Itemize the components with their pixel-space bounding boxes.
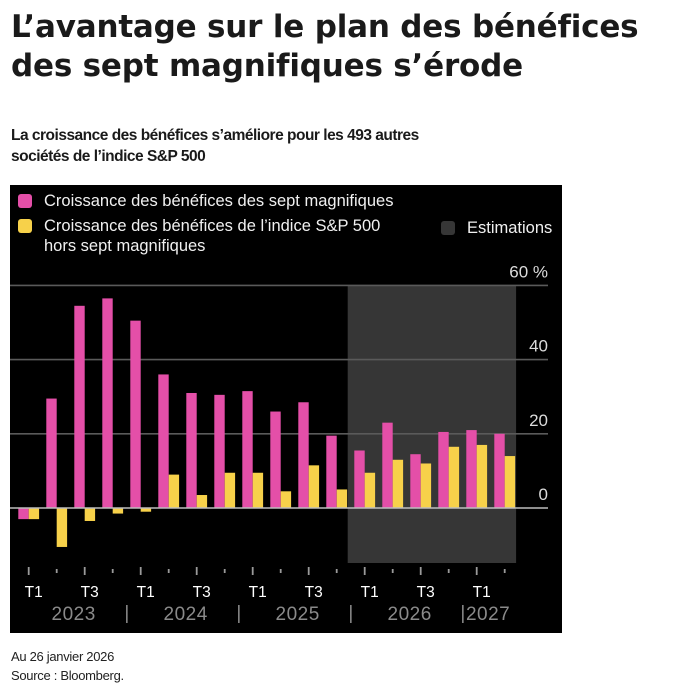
bar-mag7-12: Croissance des bénéfices des sept magnif… xyxy=(326,435,337,508)
bar-mag7-15: Croissance des bénéfices des sept magnif… xyxy=(410,454,421,508)
chart-panel: Croissance des bénéfices des sept magnif… xyxy=(10,185,562,633)
legend-item-sp493: Croissance des bénéfices de l’indice S&P… xyxy=(18,216,380,256)
bar-sp493-13: Croissance des bénéfices de l’indice S&P… xyxy=(364,472,376,508)
legend-swatch-pink xyxy=(18,194,32,208)
bar-mag7-2: Croissance des bénéfices des sept magnif… xyxy=(46,398,57,508)
bar-sp493-8: Croissance des bénéfices de l’indice S&P… xyxy=(224,472,236,508)
x-quarter-label-11: T3 xyxy=(305,584,323,601)
bar-mag7-5: Croissance des bénéfices des sept magnif… xyxy=(130,320,141,508)
bar-sp493-10: Croissance des bénéfices de l’indice S&P… xyxy=(280,491,292,508)
x-year-label-2027: 2027 xyxy=(466,604,510,625)
bar-sp493-4: Croissance des bénéfices de l’indice S&P… xyxy=(112,508,124,514)
x-year-label-2026: 2026 xyxy=(388,604,432,625)
bar-mag7-16: Croissance des bénéfices des sept magnif… xyxy=(438,431,449,508)
bar-mag7-10: Croissance des bénéfices des sept magnif… xyxy=(270,411,281,508)
title-line-1: L’avantage sur le plan des bénéfices xyxy=(11,9,639,45)
bar-sp493-5: Croissance des bénéfices de l’indice S&P… xyxy=(140,508,152,512)
bar-mag7-14: Croissance des bénéfices des sept magnif… xyxy=(382,422,393,508)
bar-mag7-1: Croissance des bénéfices des sept magnif… xyxy=(18,508,29,520)
subtitle-line-2: sociétés de l’indice S&P 500 xyxy=(11,148,206,165)
x-quarter-label-13: T1 xyxy=(361,584,379,601)
bar-sp493-9: Croissance des bénéfices de l’indice S&P… xyxy=(252,472,264,508)
bar-sp493-11: Croissance des bénéfices de l’indice S&P… xyxy=(308,465,320,508)
y-tick-label-60: 60 % xyxy=(509,262,548,281)
footer-date: Au 26 janvier 2026 xyxy=(11,649,115,664)
footer-source: Source : Bloomberg. xyxy=(11,668,124,683)
bar-mag7-6: Croissance des bénéfices des sept magnif… xyxy=(158,374,169,508)
legend-item-estimates: Estimations xyxy=(441,218,552,238)
bar-sp493-3: Croissance des bénéfices de l’indice S&P… xyxy=(84,508,96,521)
x-quarter-label-15: T3 xyxy=(417,584,435,601)
bar-sp493-7: Croissance des bénéfices de l’indice S&P… xyxy=(196,495,208,508)
bar-mag7-17: Croissance des bénéfices des sept magnif… xyxy=(466,430,477,508)
bar-sp493-17: Croissance des bénéfices de l’indice S&P… xyxy=(476,444,488,508)
legend-item-mag7: Croissance des bénéfices des sept magnif… xyxy=(18,191,393,211)
bar-mag7-18: Croissance des bénéfices des sept magnif… xyxy=(494,433,505,508)
x-year-separator-2: | xyxy=(236,603,241,624)
y-tick-label-20: 20 xyxy=(529,411,548,430)
bar-mag7-7: Croissance des bénéfices des sept magnif… xyxy=(186,392,197,508)
x-quarter-label-1: T1 xyxy=(25,584,43,601)
legend-label-mag7: Croissance des bénéfices des sept magnif… xyxy=(44,192,394,210)
x-quarter-label-7: T3 xyxy=(193,584,211,601)
chart-title: L’avantage sur le plan des bénéfices des… xyxy=(11,8,680,86)
bar-mag7-4: Croissance des bénéfices des sept magnif… xyxy=(102,298,113,508)
subtitle-line-1: La croissance des bénéfices s’améliore p… xyxy=(11,127,419,144)
y-tick-label-0: 0 xyxy=(539,485,548,504)
bar-mag7-8: Croissance des bénéfices des sept magnif… xyxy=(214,394,225,508)
bar-mag7-9: Croissance des bénéfices des sept magnif… xyxy=(242,391,253,508)
estimates-shaded-region xyxy=(347,285,517,563)
legend-swatch-grey xyxy=(441,221,455,235)
bar-sp493-6: Croissance des bénéfices de l’indice S&P… xyxy=(168,474,180,508)
x-quarter-label-9: T1 xyxy=(249,584,267,601)
bar-mag7-11: Croissance des bénéfices des sept magnif… xyxy=(298,402,309,508)
legend-label-estimates: Estimations xyxy=(467,219,553,237)
bar-sp493-15: Croissance des bénéfices de l’indice S&P… xyxy=(420,463,432,508)
title-line-2: des sept magnifiques s’érode xyxy=(11,48,523,84)
x-year-separator-4: | xyxy=(460,603,465,624)
legend-label-sp493: Croissance des bénéfices de l’indice S&P… xyxy=(44,216,380,256)
x-quarter-label-5: T1 xyxy=(137,584,155,601)
x-quarter-label-17: T1 xyxy=(473,584,491,601)
chart-subtitle: La croissance des bénéfices s’améliore p… xyxy=(11,125,531,167)
x-quarter-label-3: T3 xyxy=(81,584,99,601)
x-year-label-2025: 2025 xyxy=(276,604,320,625)
bar-sp493-18: Croissance des bénéfices de l’indice S&P… xyxy=(504,456,516,508)
x-year-separator-3: | xyxy=(348,603,353,624)
bar-sp493-14: Croissance des bénéfices de l’indice S&P… xyxy=(392,459,404,508)
bar-mag7-3: Croissance des bénéfices des sept magnif… xyxy=(74,305,85,508)
x-year-label-2024: 2024 xyxy=(164,604,208,625)
legend-label-sp493-line-2: hors sept magnifiques xyxy=(44,237,206,255)
bar-sp493-1: Croissance des bénéfices de l’indice S&P… xyxy=(28,508,40,520)
bar-sp493-16: Croissance des bénéfices de l’indice S&P… xyxy=(448,446,460,508)
x-year-label-2023: 2023 xyxy=(52,604,96,625)
legend-label-sp493-line-1: Croissance des bénéfices de l’indice S&P… xyxy=(44,217,381,235)
bar-sp493-12: Croissance des bénéfices de l’indice S&P… xyxy=(336,489,348,508)
y-tick-label-40: 40 xyxy=(529,337,548,356)
bar-mag7-13: Croissance des bénéfices des sept magnif… xyxy=(354,450,365,508)
bar-sp493-2: Croissance des bénéfices de l’indice S&P… xyxy=(56,508,68,547)
chart-svg: Croissance des bénéfices des sept magnif… xyxy=(10,262,548,625)
legend-swatch-yellow xyxy=(18,219,32,233)
x-year-separator-1: | xyxy=(124,603,129,624)
